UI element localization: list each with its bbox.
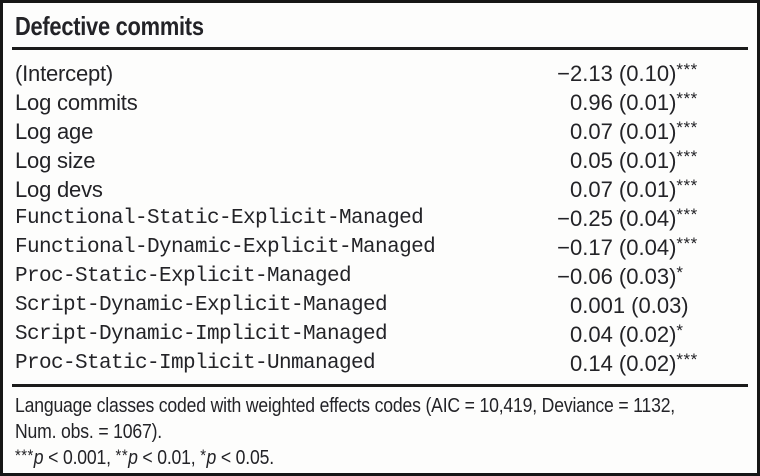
coefficient-value: −0.06 (0.03) * — [556, 262, 748, 291]
coefficient-label: Log size — [15, 148, 96, 173]
significance-stars: *** — [15, 446, 34, 465]
value-sign: − — [557, 61, 570, 86]
coefficient-value: 0.07 (0.01) *** — [556, 117, 748, 146]
significance-stars: * — [200, 446, 207, 465]
coefficient-value: 0.07 (0.01) *** — [556, 175, 748, 204]
coefficient-label: Log age — [15, 119, 94, 144]
table-row: Functional-Static-Explicit-Managed −0.25… — [12, 204, 748, 233]
table-row: (Intercept) −2.13 (0.10) *** — [12, 59, 748, 88]
coefficient-value: 0.05 (0.01) *** — [556, 146, 748, 175]
value-sign: − — [557, 206, 570, 231]
significance-stars: * — [676, 263, 684, 282]
significance-stars: *** — [676, 147, 698, 166]
table-notes: Language classes coded with weighted eff… — [15, 393, 757, 472]
value-number: 0.17 (0.04) — [570, 235, 677, 260]
value-number: 0.06 (0.03) — [570, 264, 677, 289]
header-rule — [12, 47, 748, 50]
table-row: Script-Dynamic-Explicit-Managed 0.001 (0… — [12, 291, 748, 320]
significance-stars: *** — [676, 205, 698, 224]
note-line-2: Num. obs. = 1067). — [15, 421, 163, 443]
table-row: Log age 0.07 (0.01) *** — [12, 117, 748, 146]
table-row: Functional-Dynamic-Explicit-Managed −0.1… — [12, 233, 748, 262]
coefficient-value: 0.001 (0.03) — [556, 291, 748, 320]
value-sign — [556, 117, 570, 146]
note-line-1: Language classes coded with weighted eff… — [15, 395, 676, 417]
value-sign — [556, 88, 570, 117]
significance-stars: *** — [676, 234, 698, 253]
value-number: 0.25 (0.04) — [570, 206, 677, 231]
language-class-label: Script-Dynamic-Explicit-Managed — [15, 294, 388, 317]
coefficient-value: −0.17 (0.04) *** — [556, 233, 748, 262]
language-class-label: Proc-Static-Implicit-Unmanaged — [15, 352, 376, 375]
p-symbol: p — [33, 447, 44, 469]
value-sign — [556, 349, 570, 378]
language-class-label: Functional-Static-Explicit-Managed — [15, 207, 424, 230]
value-number: 0.96 (0.01) — [570, 90, 677, 115]
significance-stars: *** — [676, 176, 698, 195]
coefficient-label: (Intercept) — [15, 61, 114, 86]
significance-stars: * — [676, 321, 684, 340]
p-symbol: p — [128, 447, 138, 469]
significance-stars: *** — [676, 118, 698, 137]
significance-stars: *** — [676, 60, 698, 79]
table-row: Proc-Static-Implicit-Unmanaged 0.14 (0.0… — [12, 349, 748, 378]
significance-legend: ***p < 0.001, **p < 0.01, *p < 0.05. — [15, 445, 757, 472]
table-body: (Intercept) −2.13 (0.10) *** Log commits … — [12, 59, 748, 378]
significance-stars: *** — [676, 350, 698, 369]
table-row: Proc-Static-Explicit-Managed −0.06 (0.03… — [12, 262, 748, 291]
threshold-text: < 0.001, — [43, 447, 116, 469]
language-class-label: Functional-Dynamic-Explicit-Managed — [15, 236, 436, 259]
significance-stars: ** — [115, 446, 129, 465]
table-title: Defective commits — [15, 11, 204, 41]
table-row: Log size 0.05 (0.01) *** — [12, 146, 748, 175]
value-sign — [556, 320, 570, 349]
value-number: 0.07 (0.01) — [570, 119, 677, 144]
coefficient-value: 0.04 (0.02) * — [556, 320, 748, 349]
value-sign — [556, 291, 570, 320]
significance-stars: *** — [676, 89, 698, 108]
coefficient-value: −2.13 (0.10) *** — [556, 59, 748, 88]
value-sign — [556, 146, 570, 175]
coefficient-value: 0.96 (0.01) *** — [556, 88, 748, 117]
value-number: 0.07 (0.01) — [570, 177, 677, 202]
footer-rule — [12, 384, 748, 387]
value-number: 0.001 (0.03) — [570, 293, 689, 318]
value-sign: − — [557, 264, 570, 289]
table-row: Log devs 0.07 (0.01) *** — [12, 175, 748, 204]
value-sign: − — [557, 235, 570, 260]
coefficient-label: Log devs — [15, 177, 103, 202]
language-class-label: Proc-Static-Explicit-Managed — [15, 265, 352, 288]
value-number: 0.05 (0.01) — [570, 148, 677, 173]
p-symbol: p — [206, 447, 217, 469]
value-number: 0.04 (0.02) — [570, 322, 677, 347]
threshold-text: < 0.01, — [137, 447, 201, 469]
value-number: 0.14 (0.02) — [570, 351, 677, 376]
value-sign — [556, 175, 570, 204]
language-class-label: Script-Dynamic-Implicit-Managed — [15, 323, 388, 346]
coefficient-label: Log commits — [15, 90, 138, 115]
threshold-text: < 0.05. — [216, 447, 274, 469]
coefficient-value: 0.14 (0.02) *** — [556, 349, 748, 378]
table-row: Log commits 0.96 (0.01) *** — [12, 88, 748, 117]
coefficient-value: −0.25 (0.04) *** — [556, 204, 748, 233]
table-row: Script-Dynamic-Implicit-Managed 0.04 (0.… — [12, 320, 748, 349]
value-number: 2.13 (0.10) — [570, 61, 677, 86]
